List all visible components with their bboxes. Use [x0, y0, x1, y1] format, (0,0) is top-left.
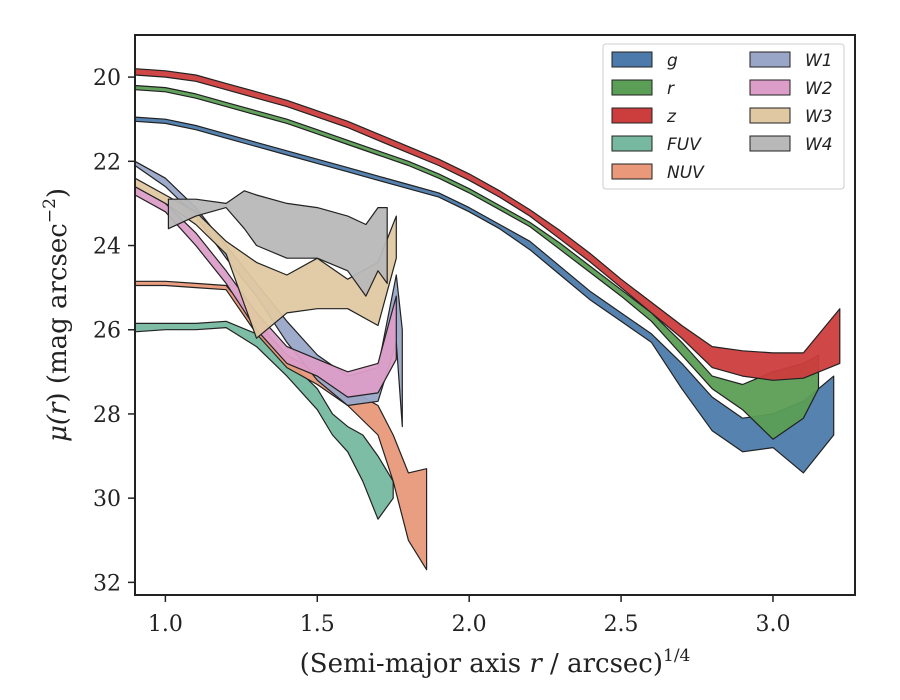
x-tick-label: 1.5	[300, 612, 335, 637]
legend-label-nuv: NUV	[667, 163, 705, 183]
x-tick-label: 1.0	[148, 612, 183, 637]
band-fuv	[134, 320, 394, 520]
legend-swatch-r	[611, 79, 653, 96]
legend-swatch-w2	[749, 79, 791, 96]
y-tick-label: 28	[93, 403, 121, 428]
band-w3	[134, 177, 397, 339]
legend-label-r: r	[667, 79, 675, 99]
legend-label-w1: W1	[805, 51, 833, 71]
legend-label-g: g	[667, 51, 678, 71]
x-tick-label: 3.0	[755, 612, 790, 637]
legend-entries: grz FUV NUV W1 W2 W3 W4	[611, 51, 833, 183]
y-tick-label: 20	[93, 66, 121, 91]
y-tick-label: 26	[93, 319, 121, 344]
legend-swatch-w3	[749, 107, 791, 124]
x-tick-label: 2.5	[604, 612, 639, 637]
band-r	[134, 84, 820, 440]
y-tick-label: 22	[93, 150, 121, 175]
legend-label-w3: W3	[805, 107, 833, 127]
band-w2	[134, 186, 397, 398]
legend-label-w4: W4	[805, 135, 833, 155]
band-w4	[167, 190, 388, 297]
legend-swatch-nuv	[611, 163, 653, 180]
band-g	[134, 116, 835, 474]
legend-swatch-g	[611, 51, 653, 68]
legend-swatch-fuv	[611, 135, 653, 152]
legend: grz FUV NUV W1 W2 W3 W4	[602, 43, 845, 190]
plot-frame	[134, 34, 856, 596]
x-axis-label: (Semi-major axis r / arcsec)1/4	[300, 646, 691, 679]
y-axis-label: μ(r) (mag arcsec−2)	[40, 188, 73, 442]
x-axis-ticks: 1.0 1.5 2.0 2.5 3.0	[148, 595, 790, 637]
band-z	[134, 68, 841, 381]
y-tick-label: 32	[93, 571, 121, 596]
x-tick-label: 2.0	[452, 612, 487, 637]
legend-swatch-w1	[749, 51, 791, 68]
y-tick-label: 30	[93, 487, 121, 512]
legend-swatch-z	[611, 107, 653, 124]
band-areas	[134, 68, 841, 571]
y-tick-label: 24	[93, 235, 121, 260]
legend-swatch-w4	[749, 135, 791, 152]
legend-label-fuv: FUV	[667, 135, 702, 155]
legend-label-z: z	[666, 107, 677, 127]
legend-label-w2: W2	[805, 79, 833, 99]
y-axis-ticks: 20 22 24 26 28 30 32	[93, 66, 135, 596]
